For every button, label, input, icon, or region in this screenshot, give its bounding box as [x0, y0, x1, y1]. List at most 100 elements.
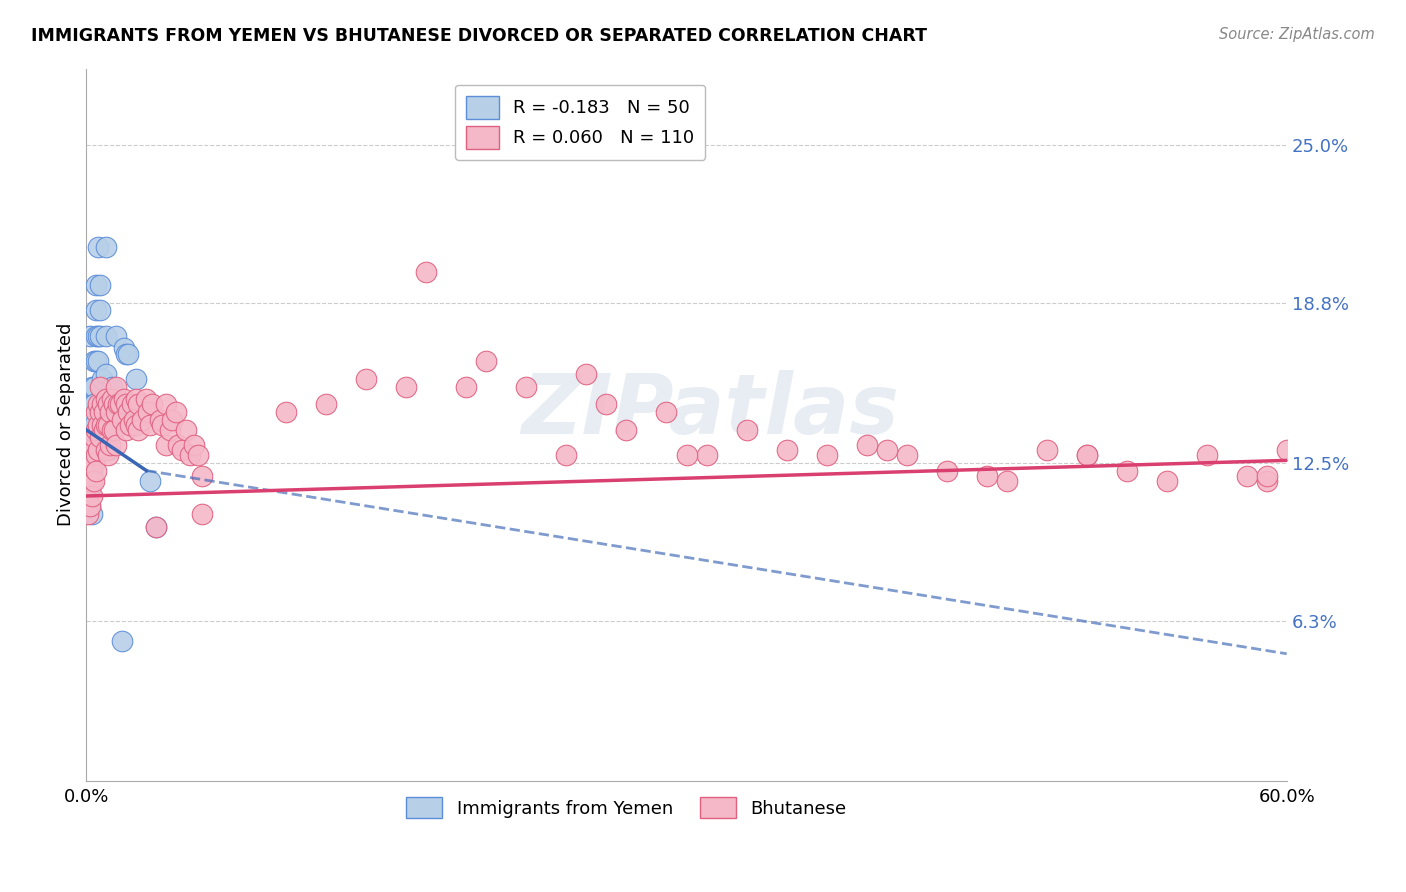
Point — [77, 494, 100, 508]
Point — [103, 423, 125, 437]
Point — [83, 354, 105, 368]
Point — [395, 379, 418, 393]
Point — [84, 328, 107, 343]
Point — [98, 438, 121, 452]
Point — [79, 456, 101, 470]
Point — [96, 367, 118, 381]
Point — [1195, 448, 1218, 462]
Point — [127, 397, 149, 411]
Point — [96, 417, 118, 432]
Point — [1156, 474, 1178, 488]
Point — [82, 405, 104, 419]
Point — [115, 346, 138, 360]
Point — [145, 519, 167, 533]
Point — [82, 379, 104, 393]
Point — [82, 443, 104, 458]
Point — [139, 417, 162, 432]
Point — [87, 328, 110, 343]
Point — [515, 379, 537, 393]
Point — [276, 405, 298, 419]
Point — [89, 430, 111, 444]
Point — [167, 438, 190, 452]
Point — [125, 417, 148, 432]
Point — [93, 397, 115, 411]
Point — [97, 397, 120, 411]
Point — [93, 405, 115, 419]
Point — [415, 265, 437, 279]
Point — [136, 405, 159, 419]
Point — [82, 474, 104, 488]
Point — [98, 405, 121, 419]
Point — [101, 392, 124, 407]
Point — [179, 448, 201, 462]
Point — [98, 423, 121, 437]
Point — [101, 423, 124, 437]
Point — [83, 417, 105, 432]
Point — [112, 342, 135, 356]
Point — [356, 372, 378, 386]
Point — [84, 448, 107, 462]
Point — [191, 468, 214, 483]
Point — [1076, 448, 1098, 462]
Text: Source: ZipAtlas.com: Source: ZipAtlas.com — [1219, 27, 1375, 42]
Point — [121, 397, 143, 411]
Text: IMMIGRANTS FROM YEMEN VS BHUTANESE DIVORCED OR SEPARATED CORRELATION CHART: IMMIGRANTS FROM YEMEN VS BHUTANESE DIVOR… — [31, 27, 927, 45]
Point — [125, 372, 148, 386]
Point — [475, 354, 498, 368]
Point — [575, 367, 598, 381]
Point — [82, 464, 104, 478]
Point — [595, 397, 617, 411]
Point — [91, 372, 114, 386]
Point — [149, 412, 172, 426]
Point — [97, 448, 120, 462]
Point — [79, 499, 101, 513]
Point — [79, 443, 101, 458]
Point — [91, 417, 114, 432]
Point — [87, 417, 110, 432]
Point — [79, 474, 101, 488]
Point — [150, 417, 173, 432]
Point — [735, 423, 758, 437]
Point — [139, 474, 162, 488]
Point — [112, 392, 135, 407]
Point — [79, 328, 101, 343]
Point — [89, 303, 111, 318]
Point — [87, 397, 110, 411]
Point — [77, 494, 100, 508]
Point — [172, 443, 194, 458]
Point — [1076, 448, 1098, 462]
Point — [555, 448, 578, 462]
Point — [84, 354, 107, 368]
Point — [84, 423, 107, 437]
Point — [111, 634, 134, 648]
Point — [131, 412, 153, 426]
Point — [105, 438, 128, 452]
Point — [79, 468, 101, 483]
Legend: Immigrants from Yemen, Bhutanese: Immigrants from Yemen, Bhutanese — [399, 790, 853, 825]
Point — [79, 456, 101, 470]
Point — [82, 489, 104, 503]
Point — [165, 405, 187, 419]
Point — [456, 379, 478, 393]
Point — [82, 507, 104, 521]
Point — [115, 397, 138, 411]
Point — [127, 423, 149, 437]
Point — [1236, 468, 1258, 483]
Point — [77, 468, 100, 483]
Point — [77, 507, 100, 521]
Point — [191, 507, 214, 521]
Point — [124, 412, 146, 426]
Point — [84, 464, 107, 478]
Point — [695, 448, 717, 462]
Point — [91, 397, 114, 411]
Point — [82, 397, 104, 411]
Point — [896, 448, 918, 462]
Point — [159, 423, 181, 437]
Point — [120, 417, 142, 432]
Point — [82, 474, 104, 488]
Point — [101, 379, 124, 393]
Point — [97, 443, 120, 458]
Point — [1256, 468, 1278, 483]
Point — [82, 423, 104, 437]
Point — [815, 448, 838, 462]
